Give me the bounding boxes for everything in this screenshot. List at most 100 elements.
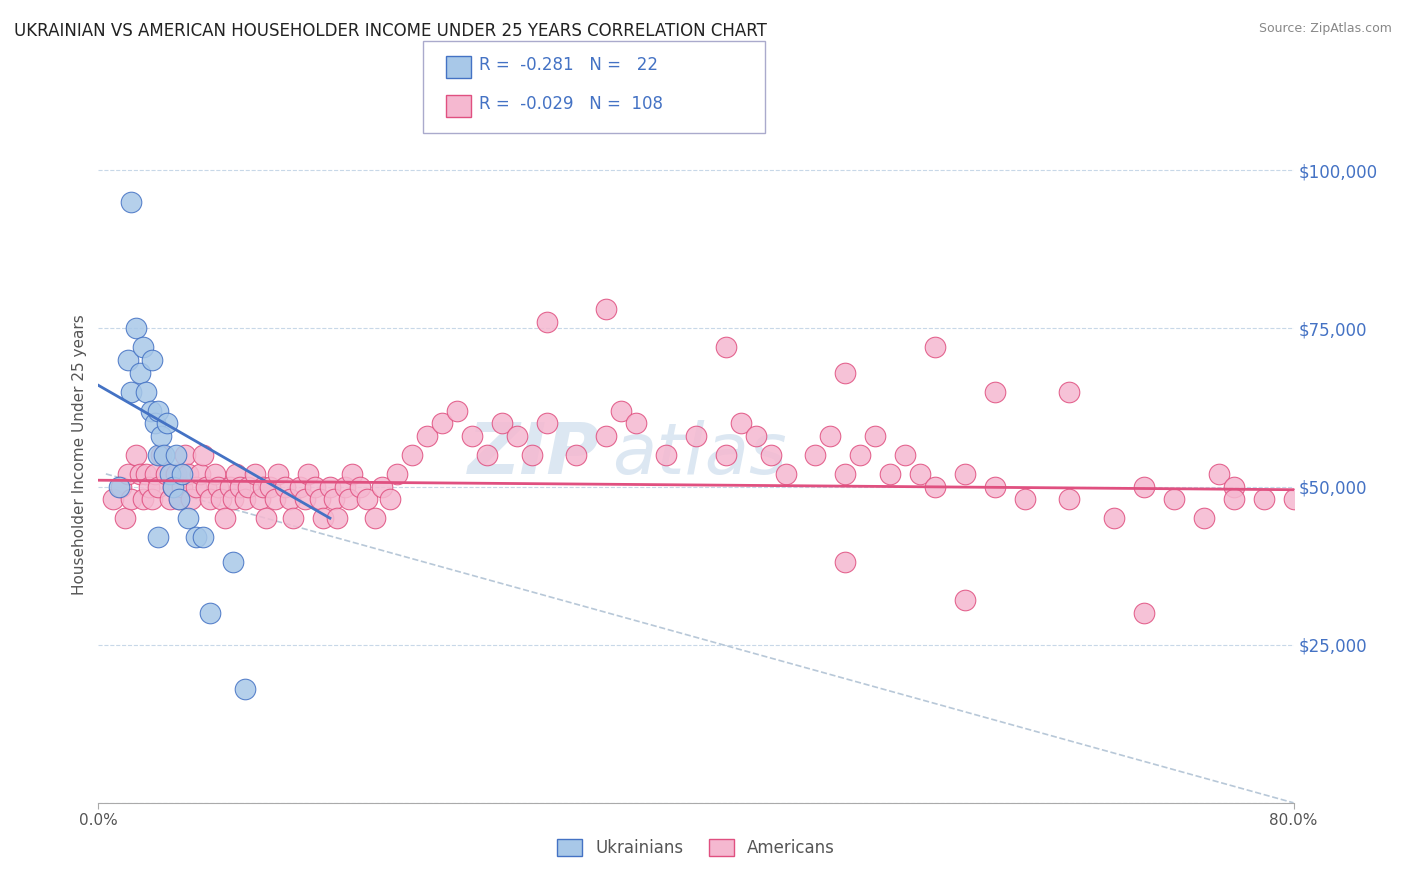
Text: R =  -0.281   N =   22: R = -0.281 N = 22 (479, 56, 658, 74)
Point (249, 492, 271, 507)
Point (165, 467, 187, 481)
Point (288, 479, 311, 493)
Point (143, 467, 166, 481)
Point (745, 429, 768, 443)
Point (259, 479, 281, 493)
Point (820, 429, 842, 443)
Point (685, 429, 707, 443)
Point (416, 429, 439, 443)
Point (655, 448, 678, 462)
Point (1223, 479, 1246, 493)
Point (267, 467, 290, 481)
Point (281, 511, 304, 525)
Point (125, 448, 148, 462)
Point (278, 492, 301, 507)
Legend: Ukrainians, Americans: Ukrainians, Americans (551, 832, 841, 864)
Point (129, 366, 152, 380)
Point (1192, 511, 1215, 525)
Point (200, 492, 222, 507)
Point (167, 492, 190, 507)
Point (849, 448, 872, 462)
Point (233, 492, 256, 507)
Point (125, 321, 148, 335)
Point (294, 492, 316, 507)
Point (1059, 384, 1081, 399)
Point (120, 194, 142, 209)
Point (475, 448, 498, 462)
Point (129, 467, 152, 481)
Text: Source: ZipAtlas.com: Source: ZipAtlas.com (1258, 22, 1392, 36)
Text: atlas: atlas (613, 420, 787, 490)
Point (730, 417, 752, 431)
Point (894, 448, 917, 462)
Point (595, 429, 617, 443)
Point (385, 467, 409, 481)
Point (1208, 467, 1230, 481)
Point (117, 467, 139, 481)
Point (254, 511, 277, 525)
Point (834, 467, 856, 481)
Point (297, 467, 319, 481)
Point (401, 448, 423, 462)
Point (319, 479, 342, 493)
Point (1014, 492, 1036, 507)
Point (1163, 492, 1185, 507)
Point (184, 479, 207, 493)
Point (135, 384, 157, 399)
Point (834, 366, 856, 380)
Point (214, 511, 236, 525)
Point (200, 606, 222, 620)
Point (148, 403, 170, 417)
Text: UKRAINIAN VS AMERICAN HOUSEHOLDER INCOME UNDER 25 YEARS CORRELATION CHART: UKRAINIAN VS AMERICAN HOUSEHOLDER INCOME… (14, 22, 766, 40)
Point (120, 384, 142, 399)
Point (114, 511, 136, 525)
Point (984, 479, 1007, 493)
Point (148, 479, 170, 493)
Point (364, 511, 387, 525)
Point (311, 511, 333, 525)
Point (117, 353, 139, 368)
Point (326, 511, 349, 525)
Point (879, 467, 901, 481)
Point (356, 492, 378, 507)
Point (245, 467, 267, 481)
Point (132, 340, 155, 354)
Point (759, 448, 782, 462)
Point (323, 492, 346, 507)
Text: ZIP: ZIP (468, 420, 600, 490)
Point (156, 417, 179, 431)
Point (1133, 606, 1156, 620)
Point (378, 492, 401, 507)
Point (610, 403, 633, 417)
Point (191, 448, 214, 462)
Point (252, 479, 274, 493)
Point (148, 530, 170, 544)
Point (446, 403, 468, 417)
Point (333, 479, 356, 493)
Y-axis label: Householder Income Under 25 years: Householder Income Under 25 years (72, 315, 87, 595)
Point (233, 681, 256, 696)
Point (222, 556, 245, 570)
Point (174, 448, 197, 462)
Point (1282, 492, 1305, 507)
Point (349, 479, 371, 493)
Point (184, 530, 207, 544)
Point (110, 479, 132, 493)
Point (153, 448, 176, 462)
Point (222, 492, 245, 507)
Point (984, 384, 1007, 399)
Point (263, 492, 285, 507)
Point (108, 479, 131, 493)
Point (135, 467, 157, 481)
Point (339, 492, 361, 507)
Point (191, 530, 214, 544)
Point (491, 417, 513, 431)
Point (953, 467, 976, 481)
Point (834, 556, 856, 570)
Point (172, 479, 194, 493)
Point (626, 417, 648, 431)
Point (177, 467, 200, 481)
Point (195, 479, 218, 493)
Point (120, 492, 142, 507)
Point (371, 479, 394, 493)
